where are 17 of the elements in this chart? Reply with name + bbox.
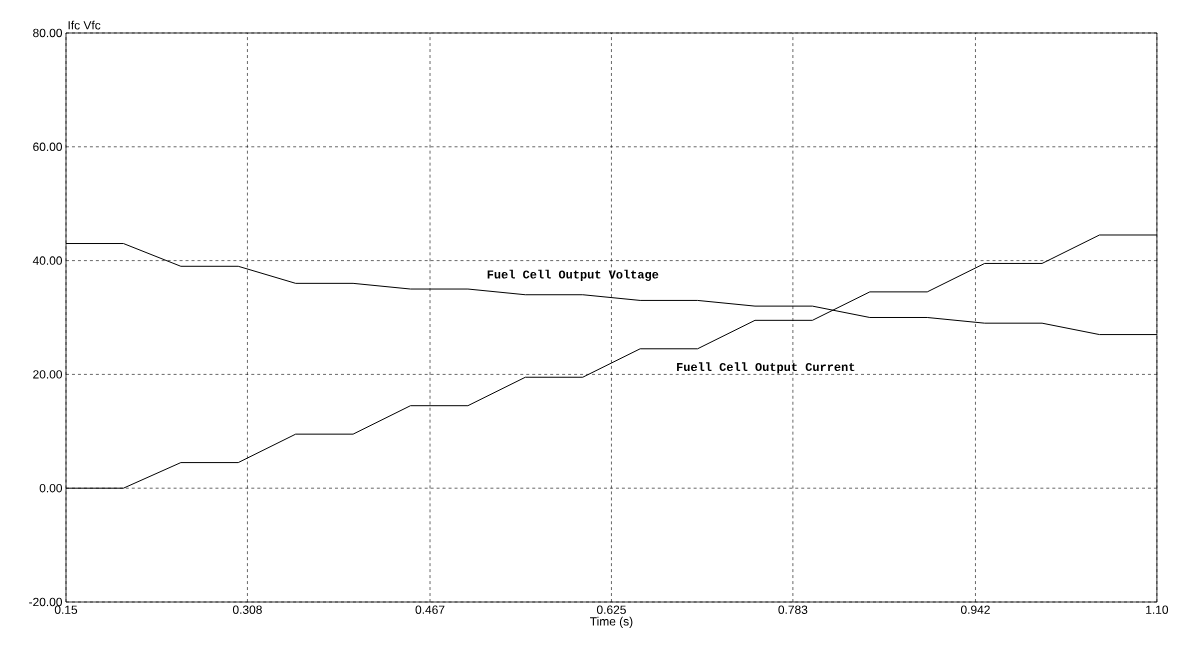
- x-tick-label: 0.783: [778, 605, 808, 614]
- x-tick-label: 0.15: [54, 605, 78, 614]
- series-label: Fuel Cell Output Voltage: [487, 269, 659, 281]
- y-tick-label: 40.00: [32, 256, 63, 265]
- series-label: Fuell Cell Output Current: [677, 362, 855, 374]
- x-tick-label: 0.308: [232, 605, 262, 614]
- x-tick-label: 1.10: [1146, 605, 1169, 614]
- y-tick-label: -20.00: [29, 597, 63, 607]
- y-tick-label: 60.00: [33, 142, 63, 152]
- x-axis-title: Time (s): [590, 616, 633, 628]
- x-tick-label: 0.467: [415, 605, 445, 614]
- y-tick-label: 20.00: [33, 370, 63, 379]
- x-tick-label: 0.942: [960, 605, 990, 614]
- y-tick-label: 80.00: [33, 28, 63, 38]
- y-tick-label: 0.00: [39, 483, 63, 493]
- y-axis-title: Ifc Vfc: [68, 20, 101, 30]
- x-tick-label: 0.625: [596, 605, 626, 614]
